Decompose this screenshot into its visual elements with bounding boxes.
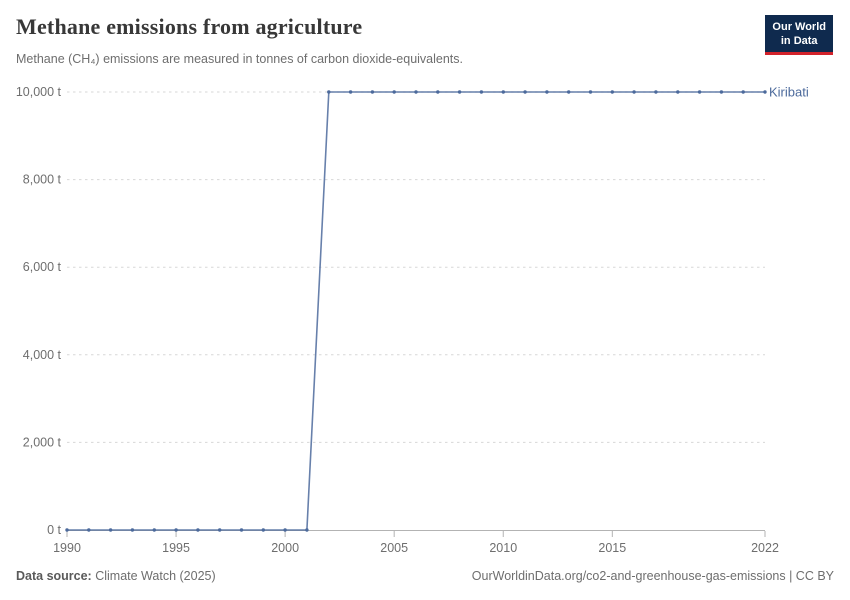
x-axis-label: 2010 bbox=[489, 541, 517, 555]
data-point bbox=[479, 90, 484, 94]
data-source-label: Data source: bbox=[16, 569, 92, 583]
y-axis-label: 10,000 t bbox=[16, 85, 62, 99]
data-point bbox=[719, 90, 724, 94]
series-label: Kiribati bbox=[769, 85, 809, 100]
data-point bbox=[196, 528, 200, 532]
data-point bbox=[414, 90, 418, 94]
x-axis-label: 2000 bbox=[271, 541, 299, 555]
y-axis-label: 0 t bbox=[47, 523, 61, 537]
data-point bbox=[327, 90, 331, 94]
x-axis-label: 2005 bbox=[380, 541, 408, 555]
data-point bbox=[588, 90, 593, 94]
data-point bbox=[676, 90, 680, 94]
data-point bbox=[523, 90, 527, 94]
owid-logo: Our World in Data bbox=[765, 15, 833, 55]
data-point bbox=[130, 528, 135, 532]
data-point bbox=[741, 90, 745, 94]
y-axis-label: 4,000 t bbox=[23, 348, 62, 362]
owid-logo-line1: Our World bbox=[772, 21, 826, 33]
data-point bbox=[87, 528, 91, 532]
data-point bbox=[261, 528, 265, 532]
y-axis-label: 2,000 t bbox=[23, 435, 62, 449]
data-source-value: Climate Watch (2025) bbox=[95, 569, 216, 583]
x-axis-label: 2015 bbox=[598, 541, 626, 555]
data-point bbox=[348, 90, 353, 94]
data-line bbox=[67, 91, 765, 531]
x-axis-label: 1995 bbox=[162, 541, 190, 555]
data-point bbox=[697, 90, 702, 94]
data-point bbox=[283, 528, 287, 532]
y-axis-label: 6,000 t bbox=[23, 260, 62, 274]
data-point bbox=[632, 90, 636, 94]
data-point bbox=[436, 90, 440, 94]
data-point bbox=[239, 528, 244, 532]
data-point bbox=[545, 90, 549, 94]
data-point bbox=[610, 90, 614, 94]
credit-link[interactable]: OurWorldinData.org/co2-and-greenhouse-ga… bbox=[471, 569, 834, 583]
data-point bbox=[218, 528, 222, 532]
data-point bbox=[392, 90, 396, 94]
data-point bbox=[370, 90, 375, 94]
data-point bbox=[501, 90, 505, 94]
chart-subtitle: Methane (CH₄) emissions are measured in … bbox=[16, 52, 463, 66]
y-axis-label: 8,000 t bbox=[23, 173, 62, 187]
data-point bbox=[152, 528, 156, 532]
data-point bbox=[457, 90, 462, 94]
owid-logo-line2: in Data bbox=[780, 35, 818, 48]
data-point bbox=[654, 90, 658, 94]
x-axis-label: 1990 bbox=[53, 541, 81, 555]
chart-footer: Data source: Climate Watch (2025) OurWor… bbox=[16, 569, 834, 583]
data-point bbox=[305, 528, 309, 532]
x-axis-label: 2022 bbox=[751, 541, 779, 555]
data-point bbox=[567, 90, 571, 94]
data-point bbox=[763, 90, 767, 94]
data-point bbox=[174, 528, 178, 532]
data-point bbox=[108, 528, 113, 532]
page-title: Methane emissions from agriculture bbox=[16, 14, 363, 39]
data-source: Data source: Climate Watch (2025) bbox=[16, 569, 216, 583]
data-point bbox=[65, 528, 69, 532]
